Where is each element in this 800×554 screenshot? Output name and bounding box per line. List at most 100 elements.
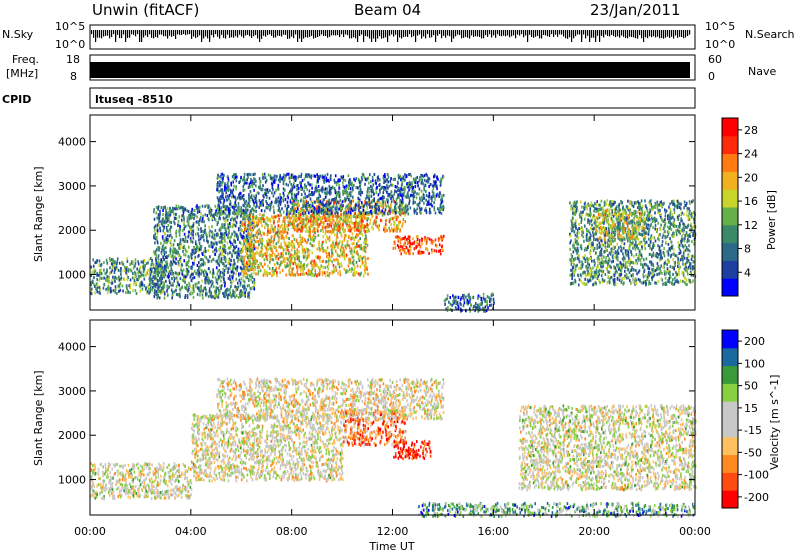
data-cell	[370, 180, 372, 184]
data-cell	[168, 275, 170, 278]
data-cell	[338, 254, 341, 258]
nsky-bar	[519, 30, 521, 36]
data-cell	[163, 296, 166, 300]
data-cell	[208, 218, 210, 222]
data-cell	[407, 235, 410, 239]
data-cell	[292, 215, 295, 219]
data-cell	[437, 207, 439, 211]
nsky-bar	[637, 30, 639, 39]
data-cell	[249, 240, 252, 244]
data-cell	[212, 273, 214, 277]
data-cell	[247, 291, 249, 295]
data-cell	[273, 272, 275, 276]
data-cell	[160, 252, 163, 256]
data-cell	[355, 203, 357, 207]
data-cell	[253, 188, 255, 192]
data-cell	[198, 207, 200, 211]
data-cell	[344, 199, 347, 203]
data-cell	[187, 210, 190, 213]
data-cell	[341, 252, 344, 256]
data-cell	[295, 263, 297, 267]
data-cell	[338, 215, 340, 219]
data-cell	[366, 222, 368, 226]
data-cell	[182, 215, 185, 219]
nsky-bar	[419, 30, 421, 35]
data-cell	[141, 280, 143, 284]
data-cell	[280, 213, 282, 217]
data-cell	[304, 192, 306, 196]
data-cell	[317, 189, 319, 193]
data-cell	[122, 263, 125, 267]
data-cell	[214, 237, 216, 241]
data-cell	[179, 242, 181, 245]
data-cell	[282, 256, 285, 260]
data-cell	[313, 262, 316, 266]
data-cell	[171, 269, 173, 273]
nsky-bar	[97, 30, 99, 38]
data-cell	[428, 202, 430, 206]
data-cell	[389, 195, 391, 199]
nsky-bar	[237, 30, 239, 38]
data-cell	[252, 285, 254, 289]
data-cell	[129, 283, 132, 287]
data-cell	[323, 176, 325, 180]
data-cell	[159, 229, 162, 233]
data-cell	[187, 260, 189, 264]
data-cell	[326, 202, 329, 206]
data-cell	[240, 250, 242, 254]
data-cell	[272, 239, 275, 243]
data-cell	[224, 248, 227, 252]
data-cell	[324, 239, 327, 242]
data-cell	[277, 220, 279, 224]
data-cell	[163, 246, 166, 250]
data-cell	[166, 228, 168, 232]
data-cell	[301, 212, 304, 216]
data-cell	[193, 276, 196, 279]
data-cell	[162, 229, 164, 233]
data-cell	[148, 283, 151, 287]
data-cell	[289, 222, 292, 226]
data-cell	[227, 261, 230, 265]
data-cell	[164, 292, 166, 296]
data-cell	[204, 224, 206, 228]
data-cell	[375, 211, 377, 215]
data-cell	[356, 249, 359, 253]
data-cell	[442, 175, 445, 179]
data-cell	[289, 200, 292, 204]
data-cell	[355, 228, 358, 232]
data-cell	[245, 254, 247, 258]
data-cell	[294, 261, 297, 265]
data-cell	[216, 207, 218, 211]
data-cell	[217, 262, 220, 266]
nsky-bar	[577, 30, 579, 35]
data-cell	[230, 189, 232, 193]
data-cell	[277, 240, 280, 244]
data-cell	[274, 253, 276, 257]
data-cell	[266, 242, 269, 246]
data-cell	[177, 293, 180, 297]
data-cell	[392, 229, 395, 233]
data-cell	[344, 210, 346, 214]
data-cell	[169, 210, 172, 214]
data-cell	[226, 294, 229, 298]
nsky-bar	[157, 30, 159, 38]
data-cell	[350, 270, 352, 273]
data-cell	[198, 241, 201, 245]
data-cell	[337, 226, 339, 230]
data-cell	[163, 253, 166, 257]
data-cell	[336, 252, 339, 256]
data-cell	[354, 266, 356, 270]
data-cell	[213, 289, 216, 293]
data-cell	[305, 202, 308, 206]
data-cell	[416, 235, 419, 238]
data-cell	[238, 181, 240, 184]
data-cell	[343, 267, 346, 271]
data-cell	[416, 242, 419, 246]
data-cell	[288, 216, 291, 220]
data-cell	[315, 208, 318, 212]
data-cell	[364, 209, 366, 213]
data-cell	[249, 243, 251, 247]
data-cell	[156, 241, 159, 245]
data-cell	[301, 229, 304, 233]
data-cell	[390, 183, 392, 187]
